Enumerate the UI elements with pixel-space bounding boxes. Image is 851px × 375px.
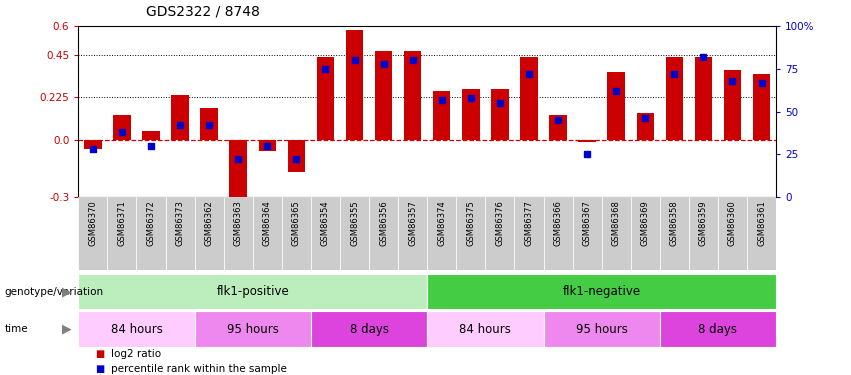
Text: 8 days: 8 days [350, 322, 389, 336]
Text: GSM86362: GSM86362 [204, 201, 214, 246]
Bar [660, 197, 689, 270]
Bar [689, 197, 718, 270]
Bar [253, 197, 282, 270]
Bar [107, 197, 136, 270]
Bar [311, 197, 340, 270]
Bar [224, 197, 253, 270]
Text: GDS2322 / 8748: GDS2322 / 8748 [146, 5, 260, 19]
Bar [550, 116, 567, 140]
Bar [136, 197, 165, 270]
Text: GSM86366: GSM86366 [553, 201, 563, 246]
Text: GSM86359: GSM86359 [699, 201, 708, 246]
Bar [694, 57, 712, 140]
Bar [165, 197, 195, 270]
Bar [201, 108, 218, 140]
Text: GSM86374: GSM86374 [437, 201, 446, 246]
Text: GSM86372: GSM86372 [146, 201, 156, 246]
Bar [374, 51, 392, 140]
Bar [398, 197, 427, 270]
Bar [544, 311, 660, 347]
Bar [171, 94, 189, 140]
Text: 8 days: 8 days [699, 322, 738, 336]
Text: GSM86364: GSM86364 [263, 201, 271, 246]
Text: GSM86375: GSM86375 [466, 201, 476, 246]
Bar [427, 311, 544, 347]
Bar [579, 140, 596, 142]
Text: 84 hours: 84 hours [460, 322, 511, 336]
Bar [113, 116, 131, 140]
Bar [520, 57, 538, 140]
Bar [142, 130, 160, 140]
Bar [259, 140, 276, 152]
Bar [84, 140, 101, 150]
Bar [660, 311, 776, 347]
Text: 95 hours: 95 hours [227, 322, 278, 336]
Bar [491, 89, 509, 140]
Bar [544, 197, 573, 270]
Text: ▶: ▶ [62, 322, 71, 336]
Text: percentile rank within the sample: percentile rank within the sample [111, 364, 287, 374]
Text: flk1-negative: flk1-negative [563, 285, 641, 298]
Bar [631, 197, 660, 270]
Bar [753, 74, 770, 140]
Bar [195, 197, 224, 270]
Bar [747, 197, 776, 270]
Text: ■: ■ [95, 364, 105, 374]
Bar [311, 311, 427, 347]
Bar [427, 197, 456, 270]
Text: GSM86368: GSM86368 [612, 201, 620, 246]
Bar [456, 197, 485, 270]
Bar [404, 51, 421, 140]
Text: flk1-positive: flk1-positive [216, 285, 289, 298]
Text: GSM86361: GSM86361 [757, 201, 766, 246]
Bar [195, 311, 311, 347]
Bar [78, 197, 107, 270]
Text: GSM86367: GSM86367 [583, 201, 591, 246]
Bar [602, 197, 631, 270]
Bar [317, 57, 334, 140]
Text: GSM86373: GSM86373 [175, 201, 185, 246]
Bar [369, 197, 398, 270]
Bar [637, 114, 654, 140]
Bar [340, 197, 369, 270]
Bar [723, 70, 741, 140]
Bar [78, 311, 195, 347]
Bar [608, 72, 625, 140]
Bar [230, 140, 247, 201]
Text: GSM86369: GSM86369 [641, 201, 650, 246]
Text: time: time [4, 324, 28, 334]
Text: GSM86355: GSM86355 [350, 201, 359, 246]
Bar [485, 197, 514, 270]
Text: GSM86365: GSM86365 [292, 201, 301, 246]
Bar [573, 197, 602, 270]
Bar [462, 89, 479, 140]
Bar [427, 274, 776, 309]
Text: 84 hours: 84 hours [111, 322, 163, 336]
Text: ■: ■ [95, 350, 105, 359]
Bar [282, 197, 311, 270]
Bar [433, 91, 450, 140]
Text: ▶: ▶ [62, 285, 71, 298]
Bar [78, 274, 427, 309]
Text: GSM86370: GSM86370 [89, 201, 97, 246]
Bar [514, 197, 544, 270]
Text: log2 ratio: log2 ratio [111, 350, 161, 359]
Bar [288, 140, 305, 172]
Text: GSM86371: GSM86371 [117, 201, 127, 246]
Text: GSM86360: GSM86360 [728, 201, 737, 246]
Text: GSM86376: GSM86376 [495, 201, 505, 246]
Text: GSM86356: GSM86356 [379, 201, 388, 246]
Bar [346, 30, 363, 140]
Text: GSM86357: GSM86357 [408, 201, 417, 246]
Bar [718, 197, 747, 270]
Text: genotype/variation: genotype/variation [4, 286, 103, 297]
Bar [665, 57, 683, 140]
Text: GSM86377: GSM86377 [524, 201, 534, 246]
Text: 95 hours: 95 hours [576, 322, 627, 336]
Text: GSM86354: GSM86354 [321, 201, 330, 246]
Text: GSM86363: GSM86363 [234, 201, 243, 246]
Text: GSM86358: GSM86358 [670, 201, 679, 246]
